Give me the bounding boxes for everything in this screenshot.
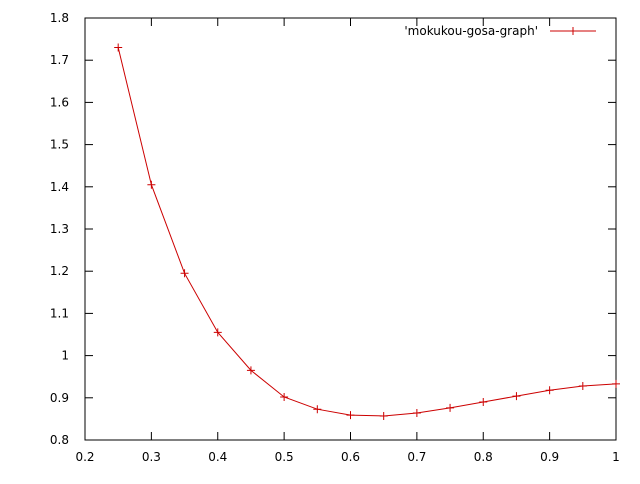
point (512, 392, 521, 401)
point (346, 411, 355, 420)
x-tick-label: 0.7 (407, 450, 426, 464)
y-tick-label: 1.3 (50, 222, 69, 236)
y-tick-label: 1.5 (50, 138, 69, 152)
point (446, 403, 455, 412)
x-tick-label: 0.3 (142, 450, 161, 464)
point (213, 328, 222, 337)
point (545, 386, 554, 395)
y-tick-label: 0.8 (50, 433, 69, 447)
point (379, 411, 388, 420)
x-tick-label: 0.9 (540, 450, 559, 464)
y-tick-label: 1 (61, 349, 69, 363)
x-tick-label: 0.2 (75, 450, 94, 464)
point (612, 379, 620, 388)
x-tick-label: 0.4 (208, 450, 227, 464)
x-tick-label: 0.8 (474, 450, 493, 464)
y-tick-label: 1.7 (50, 53, 69, 67)
point (479, 398, 488, 407)
y-tick-label: 1.8 (50, 11, 69, 25)
point (114, 43, 123, 52)
series-line (117, 47, 617, 417)
y-tick-label: 1.6 (50, 95, 69, 109)
point (280, 392, 289, 401)
plot-frame (84, 17, 617, 441)
x-tick-label: 0.5 (275, 450, 294, 464)
x-tick-label: 1 (612, 450, 620, 464)
y-tick-label: 1.2 (50, 264, 69, 278)
point (578, 381, 587, 390)
point (147, 180, 156, 189)
legend-marker (569, 27, 577, 35)
y-tick-label: 1.1 (50, 306, 69, 320)
y-tick-label: 1.4 (50, 180, 69, 194)
point (246, 366, 255, 375)
x-tick-label: 0.6 (341, 450, 360, 464)
legend-label: 'mokukou-gosa-graph' (404, 24, 538, 38)
point (180, 269, 189, 278)
point (412, 408, 421, 417)
point (313, 405, 322, 414)
y-tick-label: 0.9 (50, 391, 69, 405)
